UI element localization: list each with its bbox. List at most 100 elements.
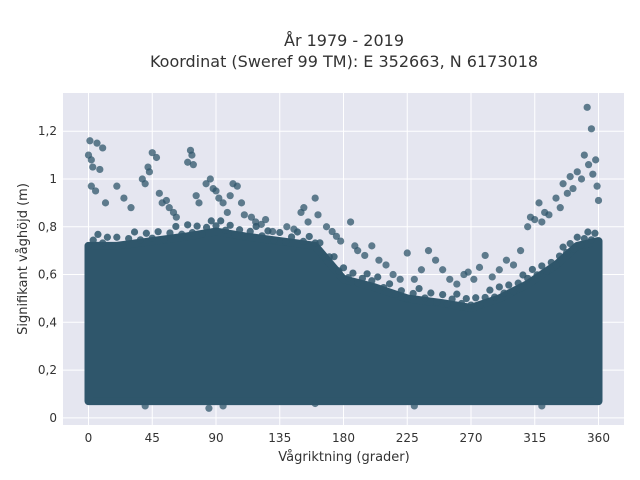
envelope-point — [188, 229, 196, 237]
envelope-point — [160, 235, 168, 244]
scatter-point — [403, 249, 411, 257]
envelope-point — [443, 300, 451, 308]
x-tick-label: 315 — [523, 431, 546, 445]
scatter-point — [410, 402, 418, 410]
envelope-point — [166, 229, 174, 237]
scatter-point — [328, 227, 336, 236]
envelope-point — [472, 294, 480, 302]
scatter-point — [192, 192, 200, 200]
envelope-point — [439, 290, 447, 299]
scatter-point — [226, 192, 234, 200]
envelope-point — [276, 228, 284, 237]
scatter-point — [212, 187, 220, 195]
envelope-point — [299, 237, 307, 246]
envelope-point — [559, 243, 567, 251]
envelope-point — [580, 234, 588, 243]
scatter-point — [269, 227, 277, 236]
x-tick-label: 360 — [587, 431, 610, 445]
scatter-point — [464, 268, 472, 276]
envelope-point — [221, 226, 230, 234]
envelope-point — [240, 232, 248, 240]
scatter-point — [516, 247, 525, 255]
scatter-point — [314, 211, 322, 219]
envelope-point — [339, 264, 348, 272]
scatter-point — [96, 165, 104, 174]
scatter-point — [488, 273, 496, 281]
envelope-point — [368, 277, 376, 285]
scatter-point — [593, 182, 601, 190]
envelope-point — [212, 222, 220, 230]
scatter-point — [538, 218, 546, 226]
scatter-point — [311, 399, 319, 408]
envelope-point — [270, 236, 278, 244]
scatter-point — [101, 199, 110, 207]
scatter-point — [300, 204, 308, 212]
envelope-point — [584, 228, 592, 236]
scatter-point — [502, 256, 511, 264]
envelope-point — [282, 238, 290, 246]
scatter-point — [587, 125, 596, 133]
scatter-point — [188, 151, 196, 159]
envelope-point — [453, 290, 461, 298]
scatter-point — [592, 156, 600, 164]
envelope-point — [217, 217, 225, 225]
scatter-point — [577, 175, 586, 183]
envelope-point — [505, 281, 513, 289]
envelope-point — [198, 230, 206, 238]
envelope-point — [514, 279, 522, 287]
y-tick-label: 0,6 — [38, 268, 57, 282]
x-axis-title: Vågriktning (grader) — [278, 450, 409, 465]
envelope-point — [533, 271, 541, 279]
scatter-point — [361, 251, 369, 260]
scatter-point — [424, 247, 433, 255]
scatter-point — [127, 204, 135, 212]
envelope-point — [236, 226, 244, 234]
envelope-point — [231, 231, 239, 239]
scatter-point — [219, 402, 227, 410]
scatter-point — [332, 232, 341, 240]
envelope-point — [108, 242, 116, 250]
scatter-point — [584, 161, 593, 169]
y-tick-label: 0 — [49, 411, 57, 425]
envelope-point — [84, 242, 93, 250]
scatter-point — [439, 266, 447, 274]
envelope-point — [125, 234, 133, 243]
scatter-point — [84, 151, 93, 159]
scatter-point — [354, 247, 362, 255]
envelope-point — [246, 227, 254, 235]
scatter-point — [509, 261, 518, 269]
scatter-point — [481, 251, 489, 260]
envelope-point — [552, 261, 560, 269]
y-tick-label: 0,8 — [38, 220, 57, 234]
envelope-point — [385, 280, 394, 288]
scatter-point — [563, 189, 571, 197]
envelope-point — [172, 222, 180, 231]
envelope-point — [358, 274, 366, 282]
envelope-point — [563, 248, 571, 257]
envelope-point — [486, 286, 494, 294]
scatter-point — [304, 218, 312, 226]
scatter-point — [162, 196, 171, 205]
envelope-point — [202, 223, 211, 231]
envelope-point — [136, 236, 145, 244]
scatter-point — [99, 144, 107, 152]
scatter-point — [410, 275, 418, 283]
scatter-point — [247, 213, 256, 221]
envelope-point — [542, 267, 551, 275]
envelope-point — [528, 265, 536, 274]
envelope-point — [142, 229, 150, 237]
envelope-point — [148, 234, 156, 242]
dense-point-band — [84, 217, 603, 406]
scatter-point — [311, 194, 319, 202]
scatter-point — [233, 182, 241, 190]
envelope-point — [481, 293, 489, 302]
envelope-point — [409, 289, 417, 298]
envelope-point — [591, 229, 599, 237]
scatter-point — [189, 161, 197, 169]
scatter-point — [396, 275, 404, 283]
scatter-point — [184, 158, 192, 166]
envelope-point — [403, 294, 411, 303]
scatter-point — [152, 153, 161, 162]
y-axis-title: Signifikant våghöjd (m) — [16, 183, 31, 335]
